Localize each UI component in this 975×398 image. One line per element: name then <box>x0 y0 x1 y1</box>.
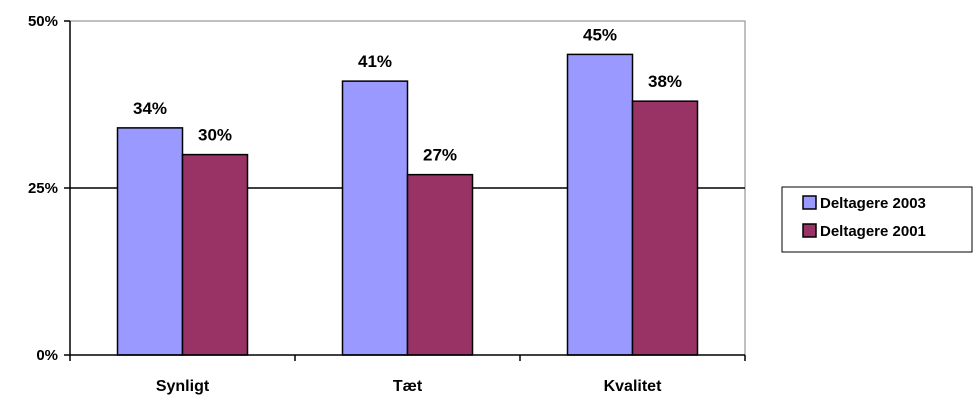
data-label: 30% <box>198 126 232 145</box>
x-category-label: Kvalitet <box>604 378 662 395</box>
legend-swatch <box>802 195 817 210</box>
bar <box>116 127 184 356</box>
data-labels: 34% 30% 41% 27% 45% 38% <box>133 25 682 164</box>
x-category-label: Tæt <box>393 378 423 395</box>
legend: Deltagere 2003 Deltagere 2001 <box>781 186 973 253</box>
y-tick-label: 25% <box>28 180 58 197</box>
legend-label: Deltagere 2001 <box>820 223 926 240</box>
data-label: 45% <box>583 25 617 44</box>
data-label: 27% <box>423 146 457 165</box>
bar <box>406 173 474 356</box>
bar <box>566 53 634 356</box>
data-label: 34% <box>133 99 167 118</box>
bar <box>631 100 699 356</box>
bar <box>181 153 249 356</box>
bar <box>341 80 409 356</box>
data-label: 41% <box>358 52 392 71</box>
y-tick-label: 0% <box>36 347 58 364</box>
data-label: 38% <box>648 72 682 91</box>
bars <box>116 53 699 356</box>
x-axis-ticks: Synligt Tæt Kvalitet <box>69 355 746 395</box>
y-tick-label: 50% <box>28 13 58 30</box>
legend-swatch <box>802 223 817 238</box>
y-axis-ticks: 0% 25% 50% <box>28 13 70 364</box>
x-category-label: Synligt <box>156 378 210 395</box>
legend-label: Deltagere 2003 <box>820 195 926 212</box>
